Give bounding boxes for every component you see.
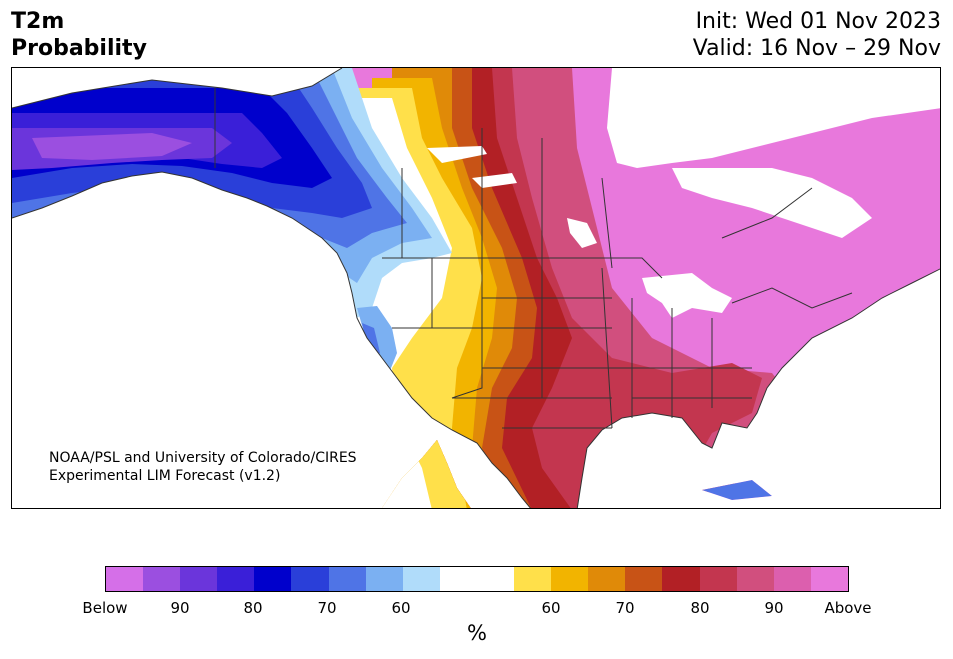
colorbar-swatch <box>106 567 144 591</box>
colorbar-tick-label: 80 <box>690 599 710 617</box>
colorbar-swatch <box>217 567 255 591</box>
lakes <box>427 68 940 318</box>
colorbar-tick-label: 90 <box>764 599 784 617</box>
colorbar-swatch <box>291 567 329 591</box>
colorbar-tick-label: 80 <box>243 599 263 617</box>
colorbar-swatch <box>699 567 737 591</box>
colorbar-swatch <box>810 567 848 591</box>
forecast-dates: Init: Wed 01 Nov 2023 Valid: 16 Nov – 29… <box>693 8 941 62</box>
colorbar-swatch <box>402 567 440 591</box>
map-canvas <box>12 68 940 508</box>
colorbar-swatch <box>736 567 774 591</box>
title-line-variable: T2m <box>11 9 65 34</box>
colorbar-swatch <box>625 567 663 591</box>
valid-period: Valid: 16 Nov – 29 Nov <box>692 36 941 61</box>
colorbar-swatch <box>143 567 181 591</box>
colorbar-tick-label: 90 <box>170 599 190 617</box>
init-date: Init: Wed 01 Nov 2023 <box>695 9 941 34</box>
colorbar-tick-label: Below <box>82 599 128 617</box>
colorbar-tick-label: 60 <box>391 599 411 617</box>
colorbar-swatch <box>514 567 552 591</box>
colorbar-tick-label: 70 <box>615 599 635 617</box>
colorbar-unit: % <box>467 621 487 645</box>
credit-line-2: Experimental LIM Forecast (v1.2) <box>49 468 281 484</box>
colorbar-swatch <box>439 567 477 591</box>
colorbar-tick-label: 60 <box>541 599 561 617</box>
colorbar-swatch <box>551 567 589 591</box>
colorbar-swatch <box>476 567 515 591</box>
colorbar-swatch <box>328 567 366 591</box>
colorbar-swatch <box>365 567 403 591</box>
colorbar-swatch <box>180 567 218 591</box>
colorbar-swatch <box>773 567 811 591</box>
map-title: T2m Probability <box>11 8 147 62</box>
credit-line-1: NOAA/PSL and University of Colorado/CIRE… <box>49 450 357 466</box>
colorbar-swatch <box>588 567 626 591</box>
title-line-type: Probability <box>11 36 147 61</box>
colorbar-swatch <box>254 567 292 591</box>
colorbar-swatch <box>662 567 700 591</box>
colorbar-tick-label: 70 <box>317 599 337 617</box>
colorbar-tick-label: Above <box>824 599 872 617</box>
political-boundaries <box>12 68 940 508</box>
forecast-map <box>11 67 941 509</box>
colorbar <box>105 566 849 592</box>
data-credit: NOAA/PSL and University of Colorado/CIRE… <box>49 449 357 485</box>
